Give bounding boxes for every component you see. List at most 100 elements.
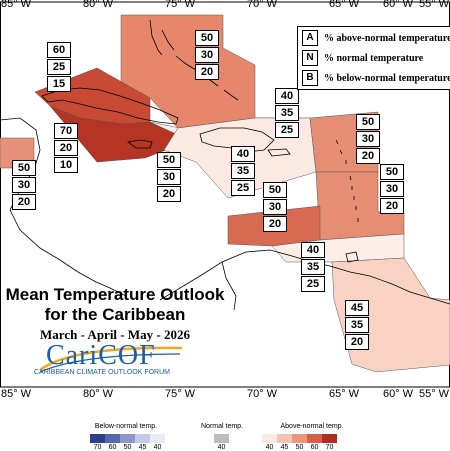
longitude-label-bottom: 65° W: [328, 388, 360, 400]
colorbar-swatch-below: [150, 434, 165, 443]
colorbar-tick-above: 60: [310, 444, 319, 451]
prob-box-turks-caicos: 40 35 25: [275, 88, 299, 139]
prob-above: 45: [345, 300, 369, 316]
prob-box-leeward-islands: 50 30 20: [356, 114, 380, 165]
prob-below: 20: [12, 194, 36, 210]
prob-above: 40: [231, 146, 255, 162]
prob-normal: 30: [12, 177, 36, 193]
colorbar-swatch-below: [135, 434, 150, 443]
colorbar-tick-above: 45: [280, 444, 289, 451]
legend-letter-above: A: [302, 30, 318, 46]
legend-text-normal: % normal temperature: [324, 52, 424, 64]
prob-below: 20: [380, 198, 404, 214]
map-title-line1: Mean Temperature Outlook: [5, 285, 225, 304]
prob-below: 25: [231, 180, 255, 196]
colorbar-tick-below: 45: [138, 444, 147, 451]
prob-box-hispaniola: 40 35 25: [231, 146, 255, 197]
longitude-label-bottom: 55° W: [418, 388, 450, 400]
colorbar-tick-below: 60: [108, 444, 117, 451]
legend-text-below: % below-normal temperature: [324, 72, 450, 84]
colorbar-swatch-above: [277, 434, 292, 443]
legend-row-above: A % above-normal temperature: [302, 30, 450, 46]
logo-wordmark: CariCOF: [46, 340, 156, 371]
prob-box-puerto-rico: 50 30 20: [263, 182, 287, 233]
colorbar-tick-below: 40: [153, 444, 162, 451]
legend-text-above: % above-normal temperature: [324, 32, 450, 44]
colorbar-tick-above: 40: [265, 444, 274, 451]
longitude-label-top: 55° W: [418, 0, 450, 10]
colorbar-tick-above: 70: [325, 444, 334, 451]
prob-above: 50: [195, 30, 219, 46]
prob-above: 40: [275, 88, 299, 104]
map-subtitle: March - April - May - 2026: [40, 327, 190, 342]
prob-above: 50: [380, 164, 404, 180]
prob-below: 10: [54, 157, 78, 173]
legend-letter-normal: N: [302, 50, 318, 66]
prob-normal: 30: [263, 199, 287, 215]
prob-above: 50: [12, 160, 36, 176]
prob-box-bahamas: 50 30 20: [195, 30, 219, 81]
colorbar-swatch-above: [307, 434, 322, 443]
prob-box-cuba-central-jamaica: 70 20 10: [54, 123, 78, 174]
prob-normal: 30: [356, 131, 380, 147]
colorbar-tick-above: 50: [295, 444, 304, 451]
colorbar-swatch-below: [120, 434, 135, 443]
prob-normal: 25: [47, 59, 71, 75]
prob-box-belize: 50 30 20: [12, 160, 36, 211]
prob-box-cuba-west: 60 25 15: [47, 42, 71, 93]
prob-above: 70: [54, 123, 78, 139]
logo-swoosh-icon: [39, 346, 182, 373]
colorbar-tick-below: 70: [93, 444, 102, 451]
legend-row-below: B % below-normal temperature: [302, 70, 450, 86]
prob-normal: 20: [54, 140, 78, 156]
longitude-label-top: 65° W: [328, 0, 360, 10]
prob-above: 60: [47, 42, 71, 58]
prob-below: 25: [301, 276, 325, 292]
prob-below: 20: [157, 186, 181, 202]
prob-box-jamaica-south: 50 30 20: [157, 152, 181, 203]
colorbar-tick-normal: 40: [217, 444, 226, 451]
longitude-label-bottom: 85° W: [0, 388, 32, 400]
longitude-label-top: 70° W: [246, 0, 278, 10]
prob-below: 25: [275, 122, 299, 138]
legend-key: A % above-normal temperature N % normal …: [297, 26, 450, 90]
legend-row-normal: N % normal temperature: [302, 50, 423, 66]
prob-box-guianas: 45 35 20: [345, 300, 369, 351]
prob-normal: 35: [345, 317, 369, 333]
prob-above: 50: [263, 182, 287, 198]
colorbar-swatch-above: [262, 434, 277, 443]
colorbar-swatch-below: [90, 434, 105, 443]
prob-normal: 35: [231, 163, 255, 179]
prob-below: 20: [195, 64, 219, 80]
prob-below: 20: [345, 334, 369, 350]
prob-box-windward-islands: 50 30 20: [380, 164, 404, 215]
prob-above: 40: [301, 242, 325, 258]
longitude-label-bottom: 70° W: [246, 388, 278, 400]
longitude-label-top: 85° W: [0, 0, 32, 10]
map-title-block: Mean Temperature Outlook for the Caribbe…: [0, 285, 230, 343]
longitude-label-top: 60° W: [382, 0, 414, 10]
map-title-line2: for the Caribbean: [44, 305, 186, 324]
caricof-logo: CariCOF CARIBBEAN CLIMATE OUTLOOK FORUM: [32, 340, 182, 380]
prob-normal: 30: [195, 47, 219, 63]
colorbar-normal-caption: Normal temp.: [200, 423, 244, 430]
longitude-label-bottom: 60° W: [382, 388, 414, 400]
prob-normal: 35: [275, 105, 299, 121]
colorbar-below-caption: Below-normal temp.: [94, 423, 158, 430]
prob-above: 50: [157, 152, 181, 168]
longitude-label-top: 80° W: [82, 0, 114, 10]
logo-subtitle: CARIBBEAN CLIMATE OUTLOOK FORUM: [34, 369, 170, 376]
prob-box-trinidad-abc: 40 35 25: [301, 242, 325, 293]
prob-above: 50: [356, 114, 380, 130]
legend-letter-below: B: [302, 70, 318, 86]
longitude-label-bottom: 80° W: [82, 388, 114, 400]
colorbar-tick-below: 50: [123, 444, 132, 451]
prob-below: 20: [263, 216, 287, 232]
colorbar-legend: Below-normal temp. Normal temp. Above-norm…: [0, 392, 450, 451]
longitude-label-top: 75° W: [164, 0, 196, 10]
prob-normal: 35: [301, 259, 325, 275]
colorbar-swatch-below: [105, 434, 120, 443]
prob-below: 15: [47, 76, 71, 92]
longitude-label-bottom: 75° W: [164, 388, 196, 400]
prob-normal: 30: [157, 169, 181, 185]
